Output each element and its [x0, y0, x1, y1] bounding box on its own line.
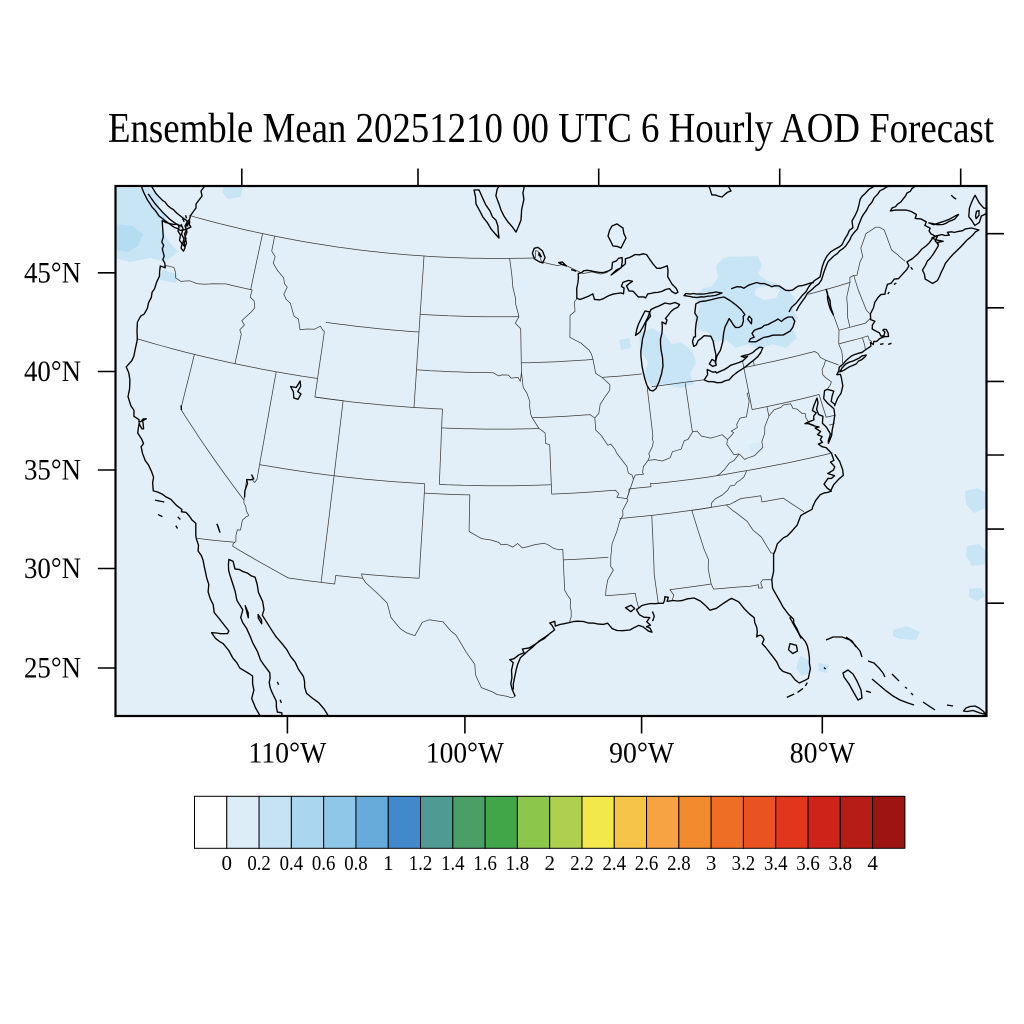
svg-text:45°N: 45°N: [24, 256, 81, 289]
svg-text:1: 1: [383, 851, 394, 875]
svg-text:25°N: 25°N: [24, 652, 81, 685]
svg-text:0.8: 0.8: [344, 851, 368, 875]
svg-text:3.4: 3.4: [764, 851, 788, 875]
svg-text:2.4: 2.4: [603, 851, 627, 875]
svg-text:0: 0: [222, 851, 233, 875]
svg-text:80°W: 80°W: [790, 737, 856, 770]
svg-text:100°W: 100°W: [426, 737, 505, 770]
svg-text:1.6: 1.6: [473, 851, 497, 875]
svg-text:90°W: 90°W: [609, 737, 675, 770]
svg-text:3: 3: [706, 851, 717, 875]
svg-text:2: 2: [544, 851, 555, 875]
svg-text:1.4: 1.4: [441, 851, 465, 875]
svg-text:0.6: 0.6: [312, 851, 336, 875]
svg-text:2.8: 2.8: [667, 851, 691, 875]
svg-text:3.8: 3.8: [829, 851, 853, 875]
svg-text:2.6: 2.6: [635, 851, 659, 875]
svg-text:35°N: 35°N: [24, 454, 81, 487]
svg-text:40°N: 40°N: [24, 355, 81, 388]
svg-text:110°W: 110°W: [248, 737, 327, 770]
svg-text:3.2: 3.2: [732, 851, 756, 875]
svg-text:30°N: 30°N: [24, 552, 81, 585]
svg-text:1.2: 1.2: [409, 851, 433, 875]
svg-text:0.2: 0.2: [247, 851, 271, 875]
svg-text:0.4: 0.4: [280, 851, 304, 875]
svg-text:Ensemble Mean 20251210 00 UTC: Ensemble Mean 20251210 00 UTC 6 Hourly A…: [108, 105, 994, 152]
svg-text:4: 4: [867, 851, 878, 875]
svg-text:1.8: 1.8: [506, 851, 530, 875]
svg-text:2.2: 2.2: [570, 851, 594, 875]
svg-text:3.6: 3.6: [796, 851, 820, 875]
